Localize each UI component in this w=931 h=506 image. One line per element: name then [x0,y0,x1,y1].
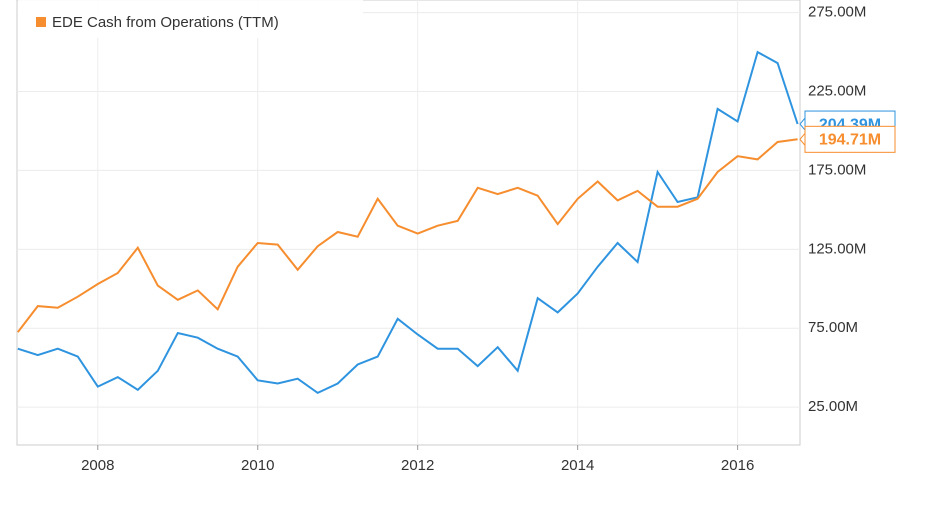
y-tick-label: 225.00M [808,82,866,99]
y-tick-label: 25.00M [808,398,858,415]
legend-swatch [36,17,46,27]
labels: 25.00M 75.00M 125.00M 175.00M 225.00M 275.00M… [18,0,896,474]
value-label-pointer [799,116,806,132]
legend-label: EDE Cash from Operations (TTM) [52,14,279,31]
y-tick-label: 125.00M [808,240,866,257]
plot-area [16,0,801,446]
x-tick-label: 2014 [561,457,594,474]
legend-box [18,0,363,38]
y-tick-label: 275.00M [808,4,866,21]
series-line [17,50,799,395]
value-label-pointer [799,131,806,147]
x-tick-label: 2010 [241,457,274,474]
x-tick-label: 2012 [401,457,434,474]
value-label: 194.71M [819,132,881,149]
value-label-box [804,125,896,153]
lines [17,50,799,395]
x-tick-label: 2016 [721,457,754,474]
y-tick-label: 175.00M [808,161,866,178]
series-line [17,138,798,333]
x-tick-label: 2008 [81,457,114,474]
y-tick-label: 75.00M [808,319,858,336]
